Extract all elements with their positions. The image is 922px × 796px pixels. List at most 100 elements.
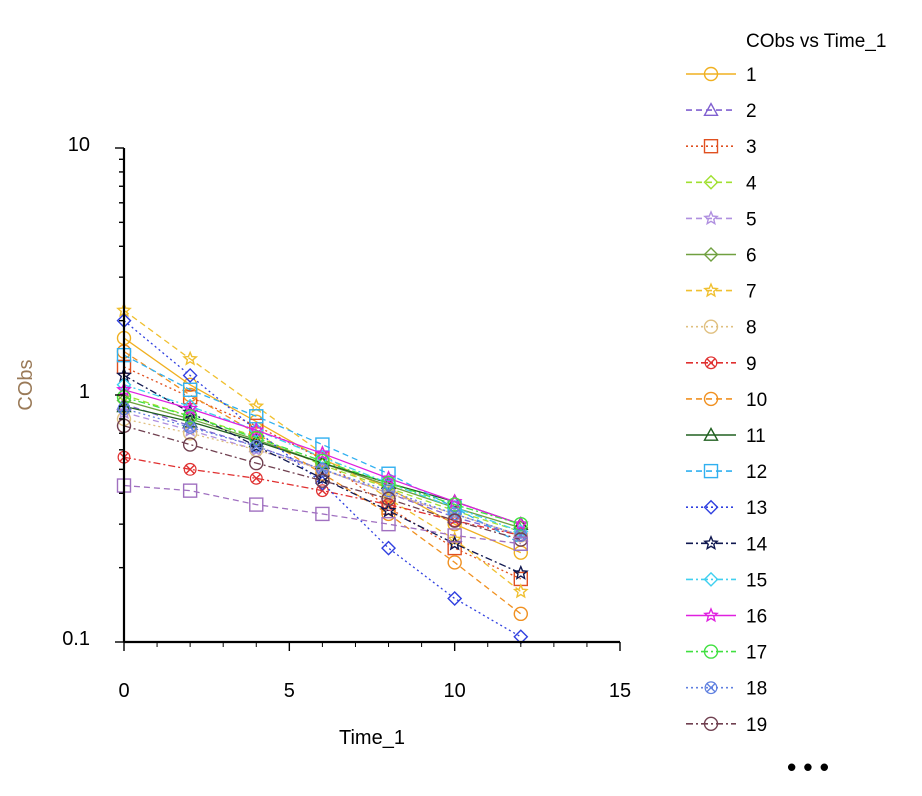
- y-tick-label: 10: [68, 134, 90, 156]
- legend-label-3: 3: [746, 137, 757, 158]
- legend-item-14[interactable]: 14: [686, 534, 768, 555]
- legend-label-8: 8: [746, 318, 757, 339]
- legend-title: CObs vs Time_1: [746, 31, 886, 52]
- series-13: [116, 313, 529, 645]
- series-line-19: [123, 425, 521, 541]
- data-point-20-1: [182, 483, 198, 498]
- legend-label-13: 13: [746, 498, 767, 519]
- plot-series-layer: [116, 302, 529, 645]
- x-tick-label: 10: [444, 680, 466, 702]
- legend-label-16: 16: [746, 607, 767, 628]
- legend-marker-16: [703, 607, 719, 623]
- legend-marker-12: [703, 463, 719, 479]
- data-point-8-4: [381, 486, 396, 501]
- data-point-19-2: [249, 455, 264, 471]
- legend-label-11: 11: [746, 426, 766, 447]
- data-point-14-6: [512, 564, 529, 580]
- data-point-17-2: [249, 430, 264, 446]
- legend-item-16[interactable]: 16: [686, 607, 767, 628]
- legend-marker-19: [703, 716, 719, 731]
- y-tick-label: 1: [79, 381, 90, 403]
- legend-marker-4: [703, 174, 719, 190]
- legend-label-5: 5: [746, 209, 757, 230]
- legend-item-3[interactable]: 3: [686, 137, 757, 158]
- y-axis-title: CObs: [15, 359, 37, 410]
- legend-item-15[interactable]: 15: [686, 570, 767, 591]
- data-point-16-4: [380, 469, 397, 486]
- data-point-18-1: [183, 420, 197, 434]
- data-point-10-5: [447, 555, 462, 570]
- x-axis-title: Time_1: [339, 727, 405, 749]
- legend-item-4[interactable]: 4: [686, 173, 757, 194]
- data-point-12-1: [182, 382, 198, 397]
- data-point-7-4: [380, 490, 397, 506]
- legend-item-19[interactable]: 19: [686, 715, 767, 736]
- legend-label-6: 6: [746, 246, 757, 267]
- legend-label-17: 17: [746, 643, 767, 664]
- data-point-16-2: [248, 421, 265, 437]
- legend-item-17[interactable]: 17: [686, 643, 767, 664]
- legend-item-9[interactable]: 9: [686, 354, 757, 375]
- legend[interactable]: CObs vs Time_112345678910111213141516171…: [686, 31, 886, 782]
- legend-marker-18: [704, 681, 718, 695]
- data-point-20-2: [249, 497, 264, 512]
- legend-marker-10: [703, 391, 719, 407]
- legend-item-7[interactable]: 7: [686, 282, 757, 303]
- data-point-1-6: [513, 545, 528, 560]
- data-point-6-1: [182, 411, 198, 427]
- legend-item-11[interactable]: 11: [686, 426, 766, 447]
- series-line-15: [123, 384, 522, 533]
- legend-label-15: 15: [746, 570, 767, 591]
- legend-item-8[interactable]: 8: [686, 318, 757, 339]
- series-line-17: [123, 396, 521, 525]
- legend-item-13[interactable]: 13: [686, 498, 767, 519]
- legend-item-10[interactable]: 10: [686, 390, 767, 411]
- data-point-19-1: [182, 437, 198, 452]
- data-point-2-2: [248, 438, 264, 453]
- data-point-13-4: [381, 540, 397, 556]
- data-point-7-1: [182, 350, 199, 366]
- legend-label-19: 19: [746, 715, 767, 736]
- axes-layer: 0.1 1 10 0 5 10 15 Time_1 CObs: [15, 134, 631, 749]
- data-point-19-3: [315, 473, 330, 488]
- legend-marker-3: [703, 138, 719, 154]
- series-17: [116, 389, 528, 532]
- legend-marker-2: [703, 102, 719, 117]
- legend-item-2[interactable]: 2: [686, 101, 757, 122]
- series-line-20: [123, 484, 521, 545]
- data-point-19-4: [381, 491, 396, 506]
- data-point-18-2: [249, 439, 263, 453]
- legend-marker-7: [703, 282, 719, 298]
- data-point-20-4: [381, 516, 396, 532]
- legend-marker-17: [703, 644, 719, 659]
- series-line-13: [123, 320, 522, 638]
- legend-marker-14: [703, 534, 719, 551]
- legend-item-12[interactable]: 12: [686, 462, 767, 483]
- data-point-15-1: [182, 398, 198, 414]
- data-point-16-1: [182, 400, 199, 416]
- legend-label-9: 9: [746, 354, 757, 375]
- data-point-12-3: [315, 437, 330, 452]
- legend-label-2: 2: [746, 101, 757, 122]
- legend-item-1[interactable]: 1: [686, 65, 757, 86]
- legend-item-5[interactable]: 5: [686, 209, 757, 230]
- data-point-19-5: [447, 513, 462, 528]
- legend-label-1: 1: [746, 65, 757, 86]
- legend-marker-5: [703, 210, 719, 226]
- data-point-2-1: [182, 417, 198, 432]
- legend-label-7: 7: [746, 282, 757, 303]
- data-point-18-3: [315, 462, 329, 476]
- data-point-17-5: [447, 497, 462, 512]
- data-point-17-4: [381, 475, 396, 491]
- legend-item-6[interactable]: 6: [686, 246, 757, 267]
- legend-more-indicator[interactable]: • • •: [787, 752, 829, 782]
- legend-label-14: 14: [746, 534, 768, 555]
- legend-marker-6: [703, 247, 719, 262]
- data-point-10-6: [513, 606, 528, 622]
- legend-marker-1: [703, 66, 719, 82]
- data-point-7-6: [512, 583, 529, 599]
- data-point-20-3: [315, 506, 330, 522]
- legend-item-18[interactable]: 18: [686, 679, 767, 700]
- legend-marker-8: [703, 319, 719, 334]
